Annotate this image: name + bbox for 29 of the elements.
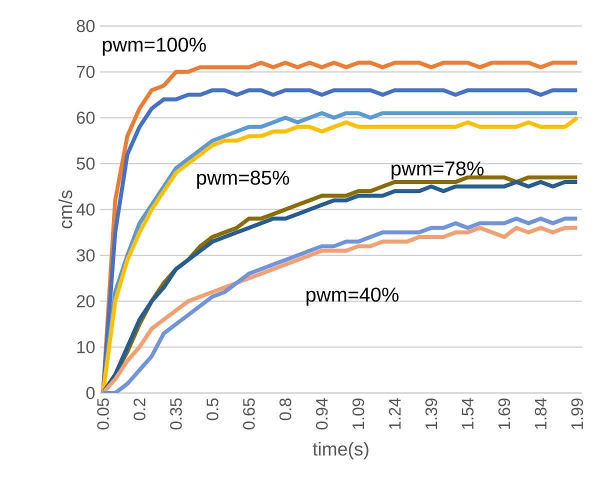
x-tick-label: 1.09: [352, 398, 364, 429]
annotation: pwm=78%: [392, 161, 484, 180]
x-tick-label: 1.39: [425, 398, 438, 429]
annotation: pwm=85%: [197, 170, 290, 189]
x-tick-label: 1.84: [534, 398, 547, 429]
x-tick-label: 0.35: [170, 398, 182, 430]
x-tick-label: 0.05: [97, 398, 109, 430]
y-tick-label: 20: [76, 295, 95, 308]
x-tick-label: 0.94: [316, 398, 328, 430]
y-tick-label: 70: [76, 66, 95, 78]
y-tick-label: 50: [76, 157, 95, 170]
annotation: pwm=40%: [306, 288, 398, 306]
x-tick-label: 1.24: [388, 398, 401, 429]
y-axis-title: cm/s: [58, 190, 72, 228]
x-tick-label: 1.99: [571, 398, 584, 429]
x-tick-label: 0.5: [206, 398, 218, 420]
x-tick-label: 0.2: [134, 398, 146, 420]
y-tick-label: 10: [77, 340, 95, 354]
y-tick-label: 40: [76, 203, 95, 216]
x-tick-label: 0.8: [280, 398, 292, 420]
x-tick-label: 1.54: [462, 398, 474, 429]
y-tick-label: 60: [76, 112, 95, 124]
y-tick-label: 30: [76, 249, 95, 262]
annotation: pwm=100%: [102, 38, 206, 56]
y-tick-label: 80: [76, 20, 95, 32]
x-axis-title: time(s): [312, 442, 368, 460]
y-tick-label: 0: [86, 386, 95, 400]
x-tick-label: 1.69: [498, 398, 510, 429]
x-tick-label: 0.65: [243, 398, 255, 430]
